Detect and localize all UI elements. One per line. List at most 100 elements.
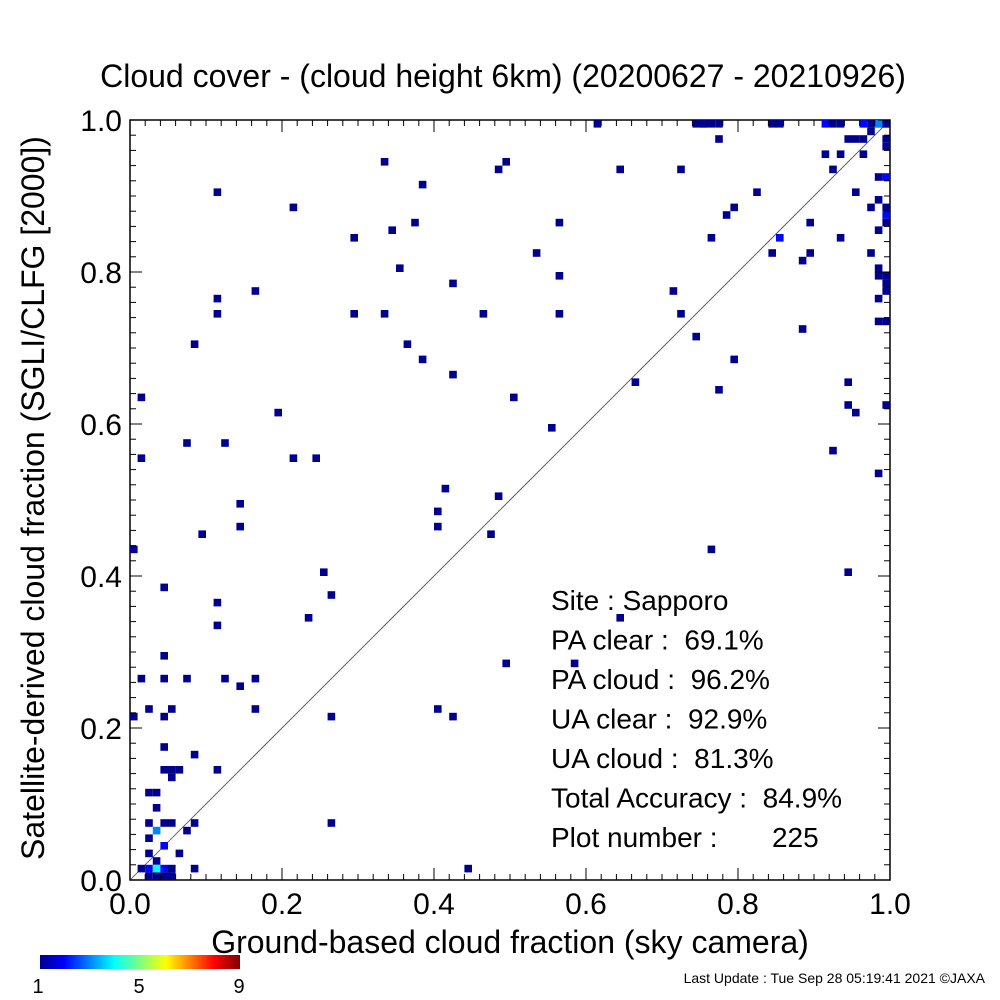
data-cell (418, 180, 427, 189)
data-cell (130, 712, 138, 721)
stats-line: Site : Sapporo (551, 585, 728, 616)
data-cell (852, 135, 860, 143)
data-cell (555, 218, 564, 227)
data-cell (183, 674, 191, 683)
x-tick-label: 0.4 (413, 888, 455, 921)
data-cell (168, 773, 176, 782)
x-axis-label: Ground-based cloud fraction (sky camera) (211, 924, 809, 960)
data-cell (213, 621, 222, 630)
data-cell (867, 127, 875, 136)
data-cell (852, 408, 860, 417)
data-cell (434, 507, 442, 516)
data-cell (464, 864, 472, 873)
data-cell (776, 234, 784, 242)
data-cell (145, 819, 153, 827)
data-cell (289, 203, 298, 212)
data-cell (327, 591, 336, 599)
data-cell (152, 857, 161, 865)
data-cell (882, 279, 890, 288)
data-cell (882, 211, 890, 219)
data-cell (882, 120, 890, 128)
data-cell (874, 173, 883, 181)
plot-area: 0.0 0.2 0.4 0.6 0.8 1.0 0.0 0.2 0.4 0.6 0.8 1.0 (80, 105, 911, 921)
data-cell (616, 165, 624, 174)
data-cell (130, 545, 138, 554)
data-cell (806, 218, 814, 227)
data-cell (418, 355, 427, 364)
y-tick-label: 0.6 (80, 409, 122, 442)
data-cell (198, 530, 206, 538)
data-cell (715, 386, 723, 394)
data-cell (183, 439, 191, 447)
colorbar-max-label: 9 (233, 976, 244, 998)
data-cell (700, 120, 708, 128)
data-cell (168, 872, 176, 880)
data-cell (183, 826, 191, 835)
data-cell (874, 264, 883, 272)
last-update-text: Last Update : Tue Sep 28 05:19:41 2021 ©… (684, 970, 986, 986)
data-cell (882, 317, 890, 326)
colorbar-min-label: 1 (32, 976, 43, 998)
data-cell (160, 743, 168, 751)
axis-ticks: 0.0 0.2 0.4 0.6 0.8 1.0 0.0 0.2 0.4 0.6 0.8 1.0 (80, 105, 911, 921)
stats-box: Site : Sapporo PA clear : 69.1% PA cloud :… (551, 585, 842, 853)
y-tick-label: 0.2 (80, 713, 122, 746)
data-cell (669, 287, 678, 295)
data-cell (137, 454, 146, 462)
data-cell (396, 264, 404, 272)
data-cell (434, 522, 442, 531)
data-cell (821, 150, 830, 158)
data-cell (532, 249, 541, 257)
data-cell (350, 310, 358, 318)
data-cell (502, 659, 510, 668)
data-cell (882, 142, 890, 151)
data-cell (821, 120, 830, 128)
y-tick-label: 0.4 (80, 561, 122, 594)
data-cell (160, 842, 168, 850)
data-cell (160, 864, 168, 873)
colorbar-gradient (40, 955, 240, 969)
data-cell (251, 674, 260, 683)
data-cell (487, 530, 495, 538)
x-tick-label: 1.0 (869, 888, 911, 921)
data-cell (449, 279, 457, 288)
data-cell (768, 120, 776, 128)
data-cell (836, 150, 845, 158)
data-cell (152, 826, 161, 835)
data-cell (882, 218, 890, 227)
data-cell (874, 469, 883, 478)
data-cell (449, 712, 457, 721)
data-cell (213, 598, 222, 607)
data-cell (707, 120, 716, 128)
data-cell (836, 120, 845, 128)
data-cell (631, 378, 640, 386)
stats-line: PA clear : 69.1% (551, 625, 764, 656)
data-cell (555, 310, 564, 318)
x-tick-label: 0.6 (565, 888, 607, 921)
data-cell (160, 819, 168, 827)
data-cell (882, 203, 890, 212)
data-cell (236, 500, 244, 508)
data-cell (327, 819, 336, 827)
data-cell (479, 310, 488, 318)
stats-line: Total Accuracy : 84.9% (551, 783, 842, 814)
data-cell (160, 652, 168, 660)
y-tick-label: 0.0 (80, 865, 122, 898)
data-cell (715, 120, 723, 128)
data-cell (137, 674, 146, 683)
data-cell (836, 234, 845, 242)
data-cell (874, 226, 883, 234)
y-tick-label: 1.0 (80, 105, 122, 138)
data-cell (768, 249, 776, 257)
data-cell (190, 864, 199, 873)
data-cell (190, 340, 199, 348)
data-cell (160, 674, 168, 683)
data-cell (236, 522, 244, 531)
data-cell (844, 401, 852, 409)
data-cell (168, 864, 176, 873)
data-cell (213, 766, 222, 774)
one-to-one-line (129, 119, 891, 881)
data-cell (844, 135, 852, 143)
data-cell (160, 583, 168, 592)
data-cell (221, 674, 229, 683)
